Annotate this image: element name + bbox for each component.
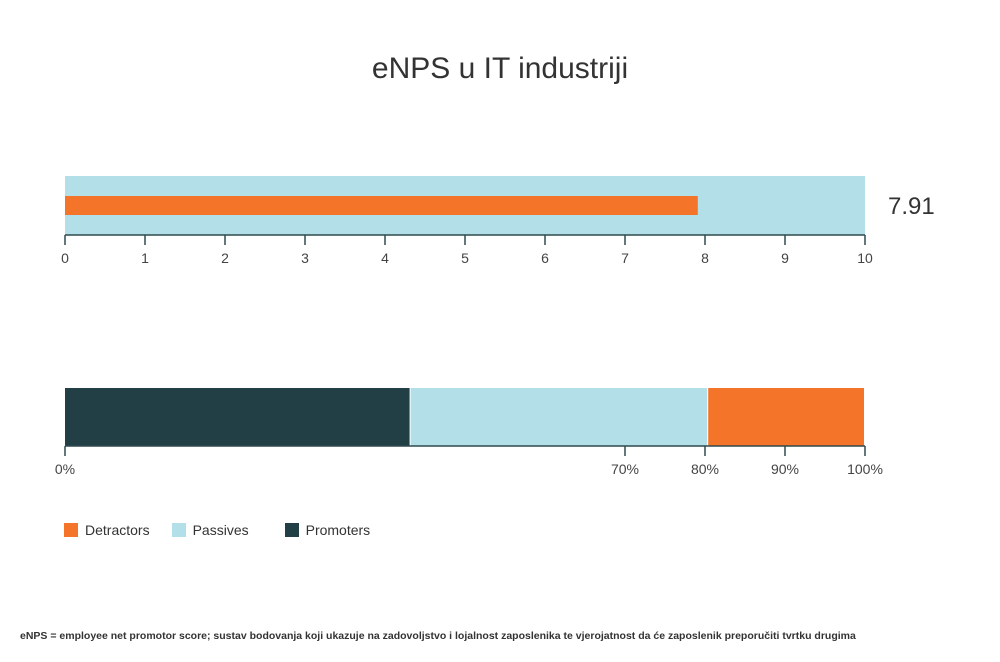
score-tick-label: 9 <box>781 250 789 266</box>
legend-swatch-detractors <box>64 523 78 537</box>
score-tick-label: 5 <box>461 250 469 266</box>
score-tick-label: 8 <box>701 250 709 266</box>
legend: Detractors Passives Promoters <box>64 522 392 538</box>
distribution-tick-label: 0% <box>55 461 75 477</box>
distribution-tick-label: 80% <box>691 461 719 477</box>
legend-item-detractors: Detractors <box>64 522 150 538</box>
score-tick-label: 3 <box>301 250 309 266</box>
distribution-tick-label: 100% <box>847 461 883 477</box>
segment-passives <box>410 388 708 446</box>
score-tick-label: 1 <box>141 250 149 266</box>
score-tick-label: 0 <box>61 250 69 266</box>
legend-item-promoters: Promoters <box>284 522 371 538</box>
footnote: eNPS = employee net promotor score; sust… <box>20 630 856 642</box>
legend-label-detractors: Detractors <box>85 522 150 538</box>
distribution-tick-label: 90% <box>771 461 799 477</box>
segment-detractors <box>708 388 864 446</box>
segment-promoters <box>65 388 410 446</box>
legend-swatch-passives <box>171 523 186 537</box>
score-bar <box>65 196 698 215</box>
legend-swatch-promoters <box>284 523 299 537</box>
score-tick-label: 10 <box>857 250 873 266</box>
enps-score-chart: 0 1 2 3 4 5 6 7 8 9 10 <box>61 176 873 266</box>
score-tick-label: 4 <box>381 250 389 266</box>
legend-item-passives: Passives <box>171 522 249 538</box>
legend-label-passives: Passives <box>192 522 249 538</box>
chart-title: eNPS u IT industriji <box>371 52 629 85</box>
score-value-label: 7.91 <box>888 193 935 220</box>
distribution-tick-label: 70% <box>611 461 639 477</box>
legend-label-promoters: Promoters <box>305 522 371 538</box>
score-tick-label: 2 <box>221 250 229 266</box>
enps-distribution-chart: 0% 70% 80% 90% 100% <box>55 388 883 477</box>
score-tick-label: 7 <box>621 250 629 266</box>
score-tick-label: 6 <box>541 250 549 266</box>
